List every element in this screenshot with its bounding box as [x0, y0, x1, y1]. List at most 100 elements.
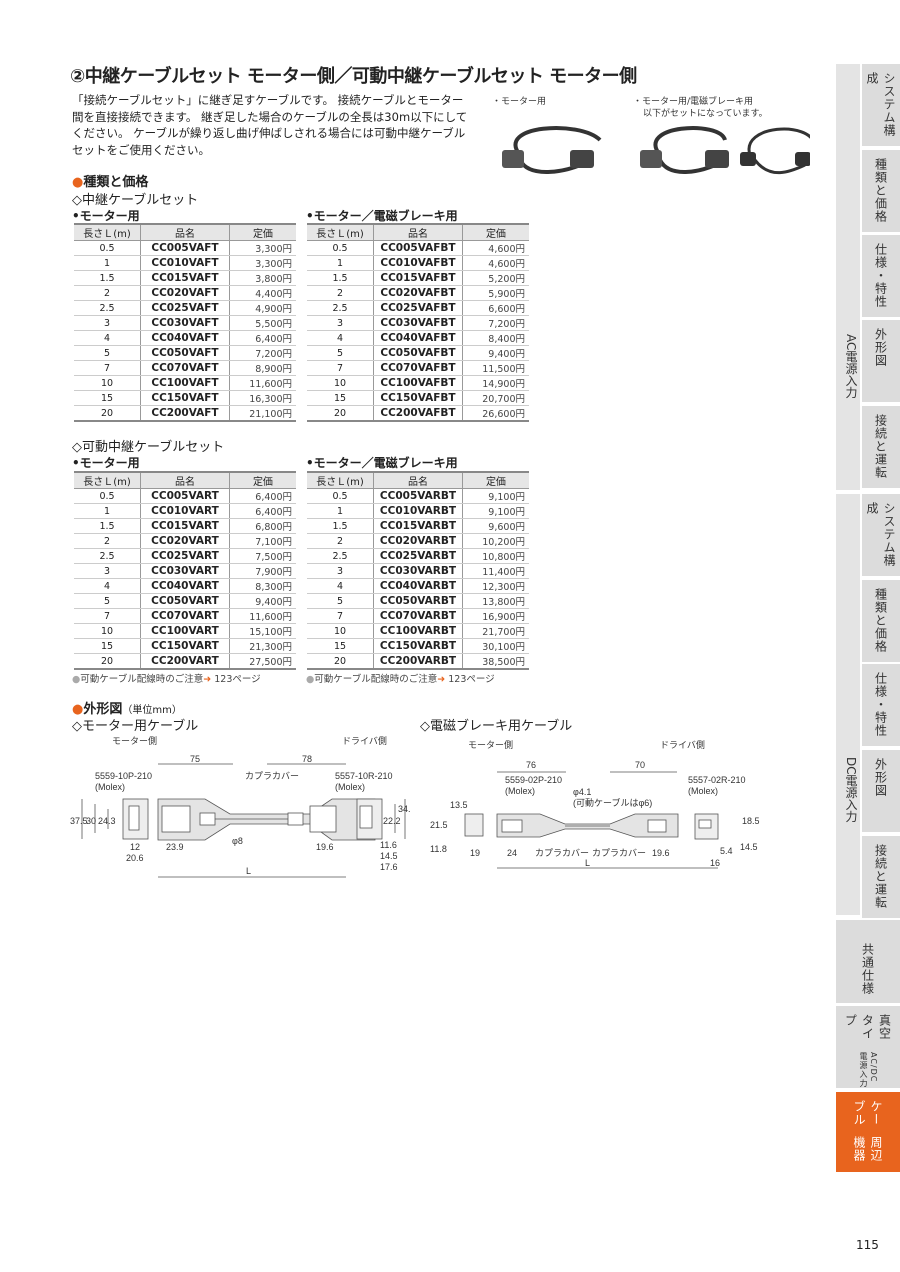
svg-text:19.6: 19.6 — [316, 842, 334, 852]
photo-caption-set: 以下がセットになっています。 — [643, 109, 768, 119]
svg-text:24.3: 24.3 — [98, 816, 116, 826]
length-cell: 2.5 — [74, 300, 141, 316]
table-header-row: 長さＬ(m) 品名 定価 — [307, 223, 529, 241]
product-name-cell: CC200VARBT — [373, 653, 463, 670]
price-cell: 11,600円 — [228, 608, 296, 624]
length-cell: 5 — [74, 593, 141, 609]
svg-text:75: 75 — [190, 754, 200, 764]
table-row: 2.5 CC025VART 7,500円 — [74, 548, 296, 564]
sidebar-tab-dc-4[interactable]: 接続と運転 — [862, 836, 900, 918]
dim1-heading: ◇モーター用ケーブル — [72, 719, 199, 734]
note-movable-right: ●可動ケーブル配線時のご注意➜ 123ページ — [306, 674, 495, 685]
table-row: 2 CC020VART 7,100円 — [74, 533, 296, 549]
table-header-row: 長さＬ(m) 品名 定価 — [74, 471, 296, 489]
price-cell: 7,100円 — [228, 533, 296, 549]
price-cell: 3,800円 — [228, 270, 296, 286]
product-name-cell: CC100VAFT — [140, 375, 230, 391]
sidebar-tab-common[interactable]: 共通仕様 — [836, 920, 900, 1003]
svg-text:24: 24 — [507, 848, 517, 858]
product-name-cell: CC100VART — [140, 623, 230, 639]
table-relay-brake: 長さＬ(m) 品名 定価 0.5 CC005VAFBT 4,600円 1 CC010VAFBT… — [307, 223, 529, 422]
price-cell: 8,900円 — [228, 360, 296, 376]
table-row: 5 CC050VARBT 13,800円 — [307, 593, 529, 609]
price-cell: 7,200円 — [461, 315, 529, 331]
sidebar-tab-ac-4[interactable]: 接続と運転 — [862, 406, 900, 488]
product-name-cell: CC200VART — [140, 653, 230, 670]
price-cell: 7,500円 — [228, 548, 296, 564]
svg-text:L: L — [246, 866, 251, 876]
length-cell: 2.5 — [307, 300, 374, 316]
length-cell: 7 — [74, 608, 141, 624]
product-name-cell: CC030VAFT — [140, 315, 230, 331]
table-row: 7 CC070VAFT 8,900円 — [74, 360, 296, 376]
svg-text:11.8: 11.8 — [430, 844, 447, 854]
length-cell: 0.5 — [307, 240, 374, 256]
price-cell: 4,600円 — [461, 255, 529, 271]
sidebar-tab-vacuum[interactable]: 真空タイプ AC/DC電源入力 — [836, 1006, 900, 1088]
table-row: 3 CC030VART 7,900円 — [74, 563, 296, 579]
sidebar-tab-cable-active[interactable]: ケーブル 周辺機器 — [836, 1092, 900, 1172]
svg-text:11.6: 11.6 — [380, 840, 397, 850]
product-name-cell: CC005VAFT — [140, 240, 230, 256]
dim-drawing-motor-cable: モーター側 ドライバ側 75 78 5559-10P-210(Molex) カプラカ… — [70, 735, 410, 878]
product-name-cell: CC010VARBT — [373, 503, 463, 519]
price-cell: 7,200円 — [228, 345, 296, 361]
price-cell: 15,100円 — [228, 623, 296, 639]
table-row: 4 CC040VARBT 12,300円 — [307, 578, 529, 594]
table-row: 0.5 CC005VAFT 3,300円 — [74, 240, 296, 256]
price-cell: 16,300円 — [228, 390, 296, 406]
table-row: 2.5 CC025VAFT 4,900円 — [74, 300, 296, 316]
note-movable-left: ●可動ケーブル配線時のご注意➜ 123ページ — [72, 674, 261, 685]
product-name-cell: CC070VAFBT — [373, 360, 463, 376]
sidebar-tab-dc-3[interactable]: 外形図 — [862, 750, 900, 832]
relay-heading: ◇中継ケーブルセット — [72, 193, 199, 208]
price-cell: 4,900円 — [228, 300, 296, 316]
table-row: 2 CC020VAFBT 5,900円 — [307, 285, 529, 301]
product-name-cell: CC015VARBT — [373, 518, 463, 534]
page-link[interactable]: 123ページ — [448, 674, 495, 685]
length-cell: 20 — [307, 653, 374, 670]
table-row: 7 CC070VART 11,600円 — [74, 608, 296, 624]
price-cell: 14,900円 — [461, 375, 529, 391]
product-name-cell: CC050VARBT — [373, 593, 463, 609]
svg-text:78: 78 — [302, 754, 312, 764]
length-cell: 4 — [307, 330, 374, 346]
table-row: 15 CC150VAFBT 20,700円 — [307, 390, 529, 406]
column-header: 定価 — [228, 471, 296, 489]
product-name-cell: CC070VART — [140, 608, 230, 624]
sidebar-tab-ac-0[interactable]: システム構成 — [862, 64, 900, 146]
sidebar-tab-dc-1[interactable]: 種類と価格 — [862, 580, 900, 662]
price-cell: 6,400円 — [228, 488, 296, 504]
table-row: 20 CC200VAFBT 26,600円 — [307, 405, 529, 422]
table-row: 1.5 CC015VAFBT 5,200円 — [307, 270, 529, 286]
length-cell: 20 — [74, 653, 141, 670]
svg-text:ドライバ側: ドライバ側 — [342, 735, 387, 746]
price-cell: 12,300円 — [461, 578, 529, 594]
sidebar-tab-dc-0[interactable]: システム構成 — [862, 494, 900, 576]
sidebar-tab-ac-3[interactable]: 外形図 — [862, 320, 900, 402]
product-name-cell: CC005VARBT — [373, 488, 463, 504]
product-name-cell: CC150VAFT — [140, 390, 230, 406]
table-row: 10 CC100VARBT 21,700円 — [307, 623, 529, 639]
product-name-cell: CC100VAFBT — [373, 375, 463, 391]
length-cell: 2.5 — [307, 548, 374, 564]
svg-text:19: 19 — [470, 848, 480, 858]
product-name-cell: CC025VARBT — [373, 548, 463, 564]
svg-text:23.9: 23.9 — [166, 842, 184, 852]
sidebar-tab-ac-1[interactable]: 種類と価格 — [862, 150, 900, 232]
price-cell: 27,500円 — [228, 653, 296, 670]
sidebar-tab-ac-2[interactable]: 仕様・特性 — [862, 235, 900, 317]
page-link[interactable]: 123ページ — [214, 674, 261, 685]
product-name-cell: CC100VARBT — [373, 623, 463, 639]
svg-text:70: 70 — [635, 760, 645, 770]
length-cell: 0.5 — [74, 488, 141, 504]
table-row: 20 CC200VAFT 21,100円 — [74, 405, 296, 422]
product-name-cell: CC020VART — [140, 533, 230, 549]
column-header: 品名 — [140, 471, 230, 489]
product-name-cell: CC010VAFT — [140, 255, 230, 271]
dim2-heading: ◇電磁ブレーキ用ケーブル — [420, 719, 573, 734]
table-row: 1.5 CC015VARBT 9,600円 — [307, 518, 529, 534]
price-cell: 3,300円 — [228, 255, 296, 271]
table-row: 10 CC100VAFBT 14,900円 — [307, 375, 529, 391]
sidebar-tab-dc-2[interactable]: 仕様・特性 — [862, 664, 900, 746]
